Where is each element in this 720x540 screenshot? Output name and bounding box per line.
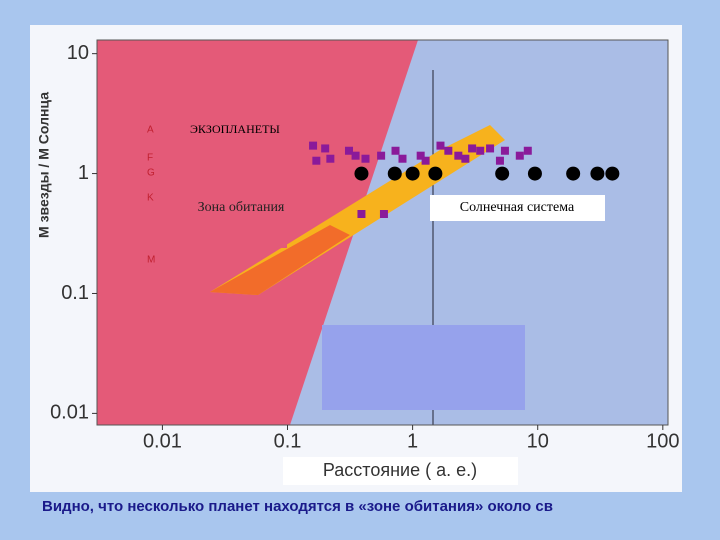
exoplanets-label: ЭКЗОПЛАНЕТЫ [190, 122, 280, 136]
spectral-class: A [147, 125, 154, 136]
exoplanet-point [344, 146, 353, 155]
planet-point [566, 166, 581, 181]
caption: Видно, что несколько планет находятся в … [42, 498, 553, 515]
exoplanet-point [468, 144, 477, 153]
planet-point [354, 166, 369, 181]
spectral-class: G [147, 168, 155, 179]
planet-point [605, 166, 620, 181]
spectral-class: M [147, 255, 155, 266]
exoplanet-point [377, 151, 386, 160]
exoplanet-point [361, 154, 370, 163]
x-tick-label: 1 [407, 430, 418, 452]
solar-label: Солнечная система [460, 200, 575, 215]
exoplanet-point [351, 151, 360, 160]
y-axis-label: M звезды / M Солнца [36, 92, 52, 238]
exoplanet-point [436, 141, 445, 150]
x-tick-label: 0.01 [143, 430, 182, 452]
zone-label-box [195, 198, 287, 248]
exoplanet-point [515, 151, 524, 160]
planet-point [428, 166, 443, 181]
spectral-class: F [147, 153, 153, 164]
exoplanet-point [326, 154, 335, 163]
exoplanet-point [309, 141, 318, 150]
exoplanet-point [312, 156, 321, 165]
x-label-box [283, 457, 518, 485]
exoplanet-point [379, 210, 388, 219]
overlay-box [322, 325, 525, 410]
exoplanet-point [454, 151, 463, 160]
plot-frame [96, 39, 669, 426]
exoplanet-point [321, 144, 330, 153]
spectral-class: K [147, 193, 154, 204]
planet-point [405, 166, 420, 181]
y-tick-label: 1 [78, 162, 89, 184]
exoplanet-point [500, 146, 509, 155]
spectral-classes: A F G K M [147, 125, 155, 266]
zone-label-wrap: Зона обитания [197, 200, 285, 215]
exoplanet-point [523, 146, 532, 155]
zone-label: Зона обитания [197, 200, 285, 215]
habitable-zone-lower [210, 225, 350, 295]
y-tick-label: 0.1 [61, 282, 89, 304]
x-tick-label: 10 [527, 430, 549, 452]
exoplanet-point [486, 144, 495, 153]
exoplanet-point [444, 146, 453, 155]
exoplanet-point [421, 156, 430, 165]
planet-point [590, 166, 605, 181]
x-axis-label: Расстояние ( а. е.) [323, 460, 477, 480]
exoplanet-point [398, 154, 407, 163]
exoplanet-point [391, 146, 400, 155]
x-tick-label: 100 [646, 430, 679, 452]
y-tick-label: 0.01 [50, 402, 89, 424]
exoplanet-point [495, 156, 504, 165]
y-tick-label: 10 [67, 42, 89, 64]
x-tick-label: 0.1 [274, 430, 302, 452]
exoplanet-point [461, 154, 470, 163]
planet-point [495, 166, 510, 181]
exoplanet-point [416, 151, 425, 160]
planet-point [527, 166, 542, 181]
planet-point [387, 166, 402, 181]
solar-label-box [430, 195, 605, 221]
exoplanet-point [357, 210, 366, 219]
exoplanet-point [476, 146, 485, 155]
